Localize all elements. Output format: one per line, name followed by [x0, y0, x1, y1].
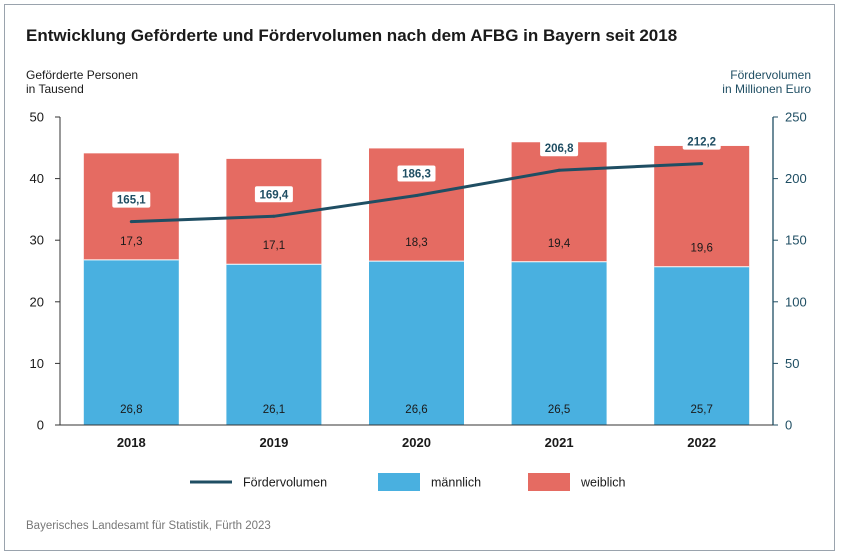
data-label-foerdervolumen: 186,3 — [402, 168, 431, 180]
line-label-box — [397, 165, 436, 182]
line-point-foerdervolumen — [272, 214, 276, 218]
line-point-foerdervolumen — [129, 220, 133, 224]
bar-maennlich — [83, 259, 179, 425]
left-axis-label-line2: in Tausend — [26, 82, 84, 96]
data-label-maennlich: 26,6 — [405, 404, 427, 416]
left-axis-tick-label: 50 — [30, 110, 44, 125]
left-axis-tick-label: 20 — [30, 294, 44, 309]
data-label-maennlich: 26,8 — [120, 404, 142, 416]
data-label-foerdervolumen: 206,8 — [545, 143, 574, 155]
x-axis-tick-label: 2018 — [117, 435, 146, 450]
right-axis-tick-label: 250 — [785, 110, 807, 125]
right-axis-tick-label: 200 — [785, 171, 807, 186]
plot-area: 0 10 20 30 40 50 0 50 100 150 200 250 26,8 17,3 2018 26… — [30, 110, 807, 451]
legend-label-weiblich: weiblich — [580, 476, 626, 490]
data-label-weiblich: 17,1 — [263, 240, 285, 252]
right-axis-tick-label: 150 — [785, 233, 807, 248]
bar-maennlich — [654, 266, 750, 425]
legend-swatch-weiblich — [528, 473, 570, 491]
line-point-foerdervolumen — [700, 162, 704, 166]
data-label-weiblich: 17,3 — [120, 236, 142, 248]
bar-maennlich — [511, 261, 607, 425]
bar-weiblich — [511, 142, 607, 262]
x-axis-tick-label: 2021 — [545, 435, 574, 450]
right-axis-label-line2: in Millionen Euro — [722, 82, 811, 96]
bar-maennlich — [369, 261, 464, 425]
line-label-box — [112, 191, 151, 208]
line-label-box — [540, 140, 579, 157]
legend-label-foerdervolumen: Fördervolumen — [243, 476, 327, 490]
x-axis-tick-label: 2019 — [259, 435, 288, 450]
right-axis-tick-label: 50 — [785, 356, 799, 371]
line-label-box — [682, 133, 721, 150]
left-axis-label-line1: Geförderte Personen — [26, 68, 138, 82]
data-label-weiblich: 19,6 — [691, 243, 713, 255]
left-axis-tick-label: 30 — [30, 233, 44, 248]
data-label-maennlich: 26,5 — [548, 404, 570, 416]
bar-maennlich — [226, 264, 322, 425]
line-label-box — [254, 186, 293, 203]
data-label-weiblich: 18,3 — [405, 237, 427, 249]
x-axis-tick-label: 2022 — [687, 435, 716, 450]
left-axis-tick-label: 0 — [37, 418, 44, 433]
legend: Fördervolumen männlich weiblich — [190, 473, 626, 491]
data-label-foerdervolumen: 212,2 — [687, 137, 716, 149]
x-axis-tick-label: 2020 — [402, 435, 431, 450]
data-label-maennlich: 25,7 — [691, 404, 713, 416]
right-axis-tick-label: 100 — [785, 294, 807, 309]
left-axis-tick-label: 10 — [30, 356, 44, 371]
data-label-maennlich: 26,1 — [263, 404, 285, 416]
legend-label-maennlich: männlich — [431, 476, 481, 490]
data-label-weiblich: 19,4 — [548, 238, 571, 250]
data-label-foerdervolumen: 165,1 — [117, 195, 146, 207]
chart-title: Entwicklung Geförderte und Fördervolumen… — [26, 26, 678, 45]
left-axis-tick-label: 40 — [30, 171, 44, 186]
line-point-foerdervolumen — [557, 168, 561, 172]
right-axis-tick-label: 0 — [785, 418, 792, 433]
line-point-foerdervolumen — [415, 193, 418, 197]
right-axis-label-line1: Fördervolumen — [730, 68, 811, 82]
data-label-foerdervolumen: 169,4 — [260, 189, 289, 201]
legend-swatch-maennlich — [378, 473, 420, 491]
source-note: Bayerisches Landesamt für Statistik, Für… — [26, 520, 271, 532]
